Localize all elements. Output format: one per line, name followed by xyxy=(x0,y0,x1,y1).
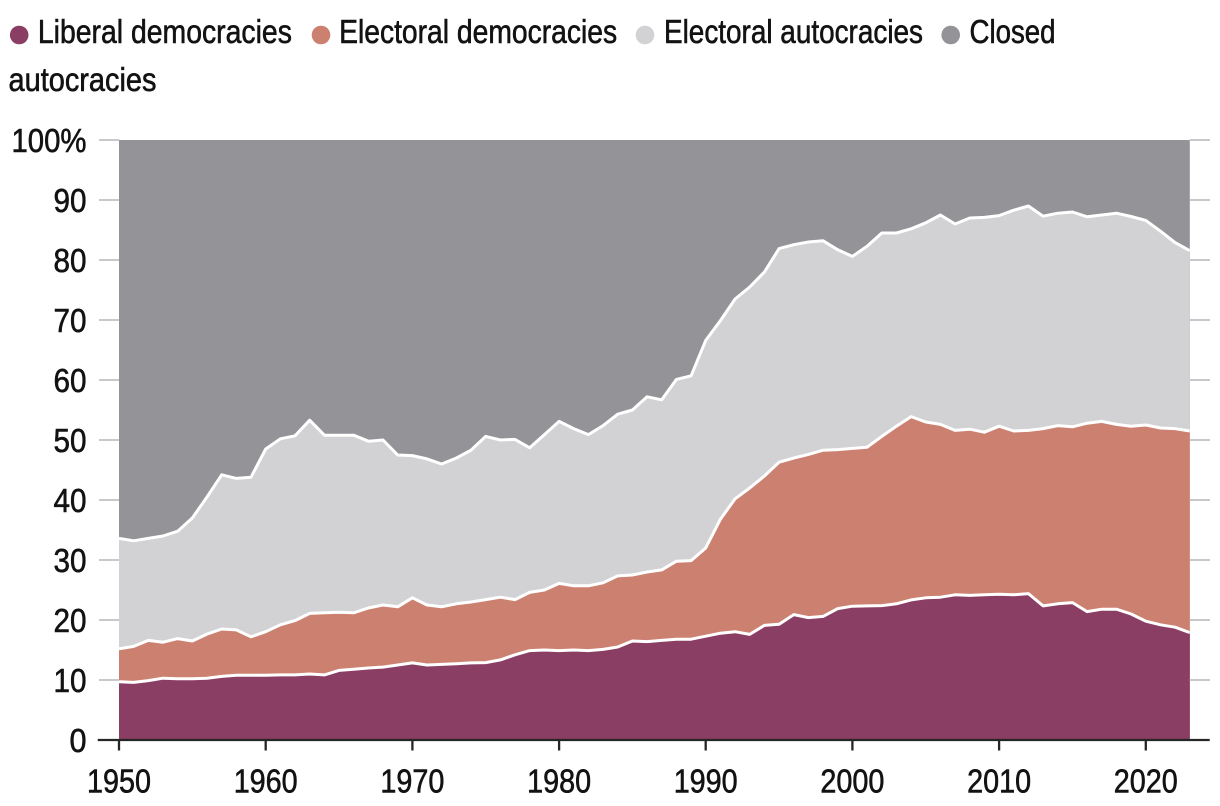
svg-text:70: 70 xyxy=(54,302,87,339)
svg-text:1960: 1960 xyxy=(234,762,298,799)
svg-text:2010: 2010 xyxy=(967,762,1031,799)
svg-text:100%: 100% xyxy=(12,122,87,159)
svg-text:Liberal democracies: Liberal democracies xyxy=(38,13,292,50)
svg-text:20: 20 xyxy=(54,602,87,639)
svg-text:30: 30 xyxy=(54,542,87,579)
svg-text:90: 90 xyxy=(54,182,87,219)
svg-text:80: 80 xyxy=(54,242,87,279)
svg-text:autocracies: autocracies xyxy=(9,61,157,98)
svg-text:Closed: Closed xyxy=(970,13,1056,50)
svg-text:0: 0 xyxy=(70,722,87,759)
svg-text:1970: 1970 xyxy=(380,762,444,799)
svg-text:2020: 2020 xyxy=(1114,762,1178,799)
svg-text:10: 10 xyxy=(54,662,87,699)
svg-text:1980: 1980 xyxy=(527,762,591,799)
svg-text:1950: 1950 xyxy=(87,762,151,799)
svg-text:40: 40 xyxy=(54,482,87,519)
svg-text:2000: 2000 xyxy=(820,762,884,799)
svg-text:Electoral democracies: Electoral democracies xyxy=(339,13,617,50)
svg-text:50: 50 xyxy=(54,422,87,459)
svg-text:Electoral autocracies: Electoral autocracies xyxy=(664,13,923,50)
svg-text:60: 60 xyxy=(54,362,87,399)
svg-text:1990: 1990 xyxy=(674,762,738,799)
